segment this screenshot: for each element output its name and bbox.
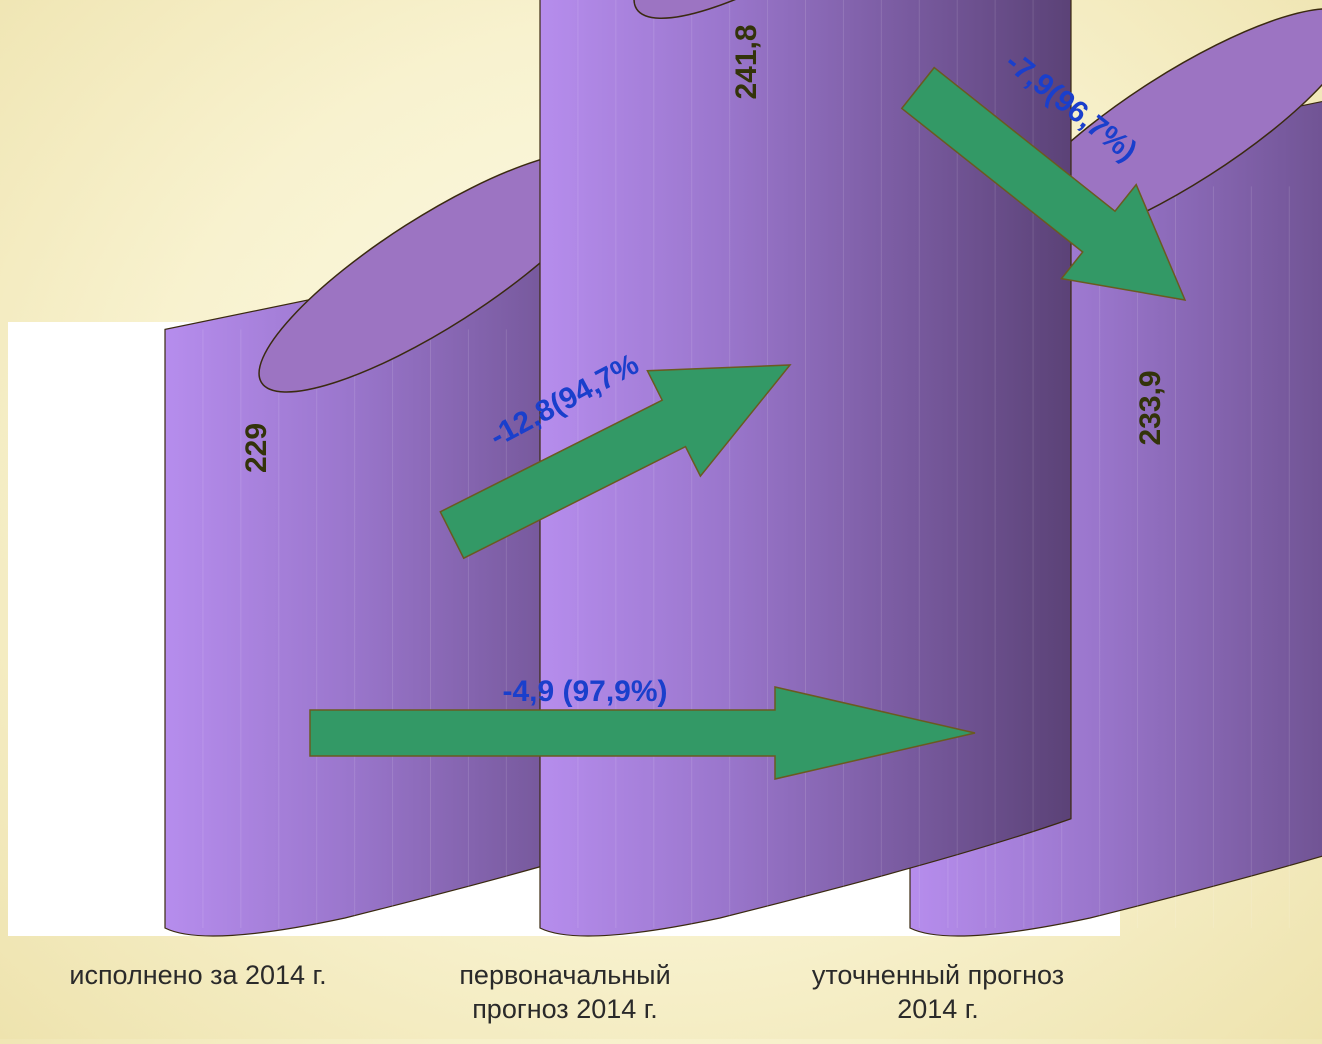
value-label-1: 241,8 [730,24,763,99]
value-label-2: 233,9 [1134,370,1167,445]
category-label-1: первоначальный прогноз 2014 г. [459,960,671,1024]
bar-side-1 [539,0,1072,937]
category-label-0: исполнено за 2014 г. [69,960,327,990]
bar-1 [539,0,1072,937]
bar-top-1 [633,0,987,19]
value-label-0: 229 [240,423,273,473]
category-label-2: уточненный прогноз 2014 г. [811,960,1065,1024]
arrow-1-to-2 [900,66,1187,301]
annotation-label-2: -4,9 (97,9%) [502,675,667,708]
arrow-0-to-1 [439,364,792,560]
arrow-0-to-2 [309,686,976,780]
